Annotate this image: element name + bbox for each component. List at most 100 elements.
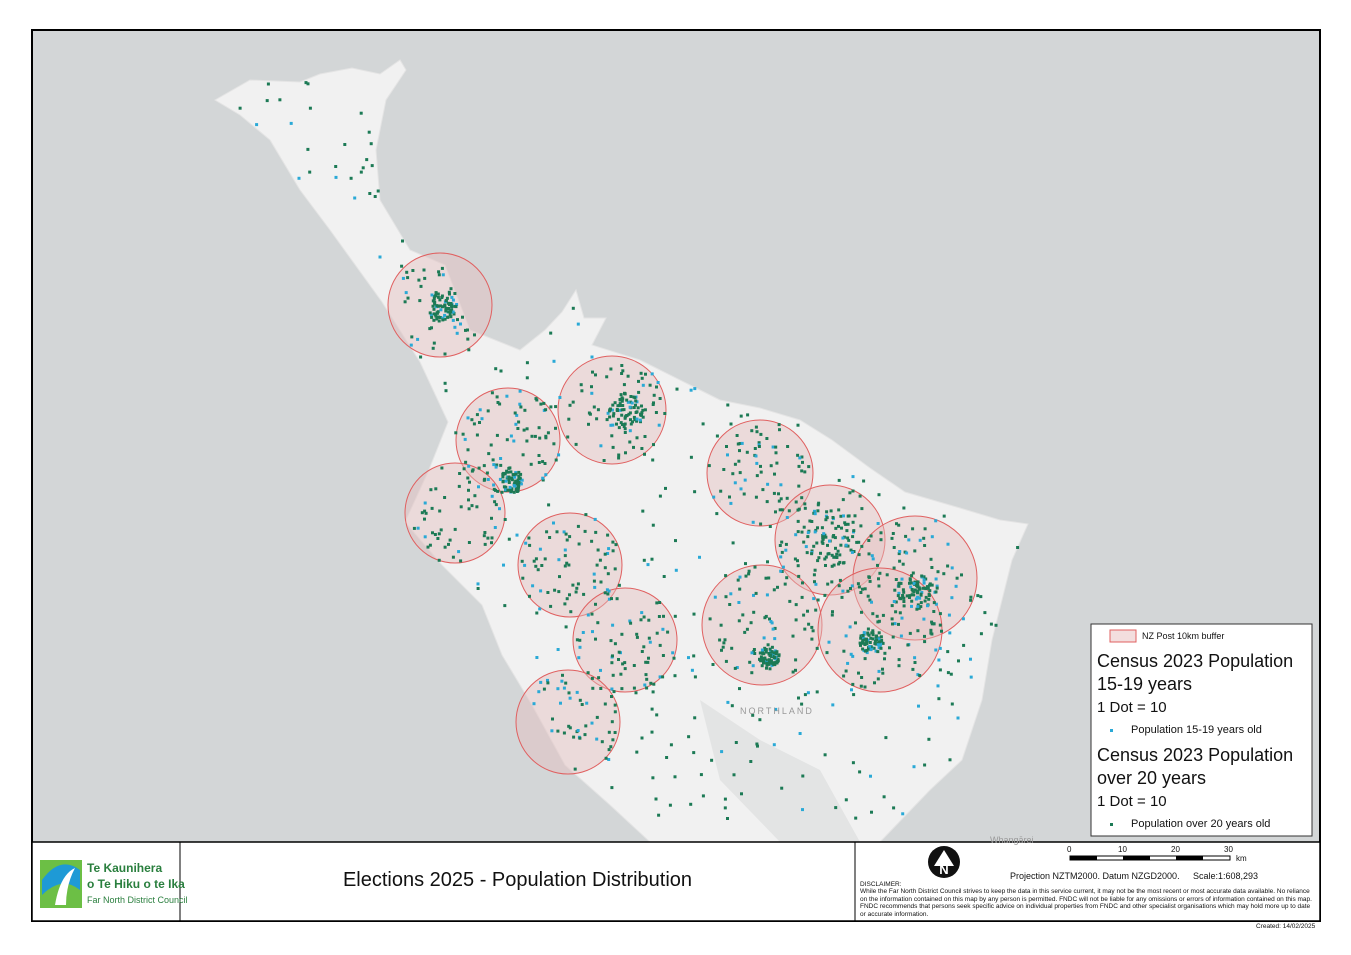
population-dot	[869, 648, 873, 652]
population-dot	[726, 817, 729, 820]
population-dot	[539, 680, 543, 684]
population-dot	[838, 553, 842, 557]
population-dot	[612, 690, 616, 694]
population-dot	[564, 625, 568, 629]
population-dot	[618, 398, 622, 402]
population-dot	[740, 441, 744, 445]
population-dot	[902, 600, 906, 603]
population-dot	[591, 686, 595, 690]
population-dot	[969, 595, 973, 599]
population-dot	[486, 409, 490, 413]
population-dot	[937, 658, 941, 662]
population-dot	[853, 514, 857, 518]
population-dot	[453, 292, 457, 295]
population-dot	[595, 715, 599, 719]
population-dot	[606, 572, 610, 576]
population-dot	[877, 637, 881, 641]
population-dot	[764, 614, 768, 618]
disclaimer: While the Far North District Council str…	[860, 888, 1312, 918]
population-dot	[813, 509, 816, 513]
population-dot	[278, 98, 282, 102]
population-dot	[898, 559, 902, 563]
population-dot	[605, 588, 609, 592]
population-dot	[507, 475, 511, 479]
population-dot	[776, 585, 779, 589]
population-dot	[609, 423, 613, 427]
population-dot	[552, 442, 556, 446]
population-dot	[1016, 546, 1020, 549]
population-dot	[689, 455, 693, 459]
population-dot	[658, 494, 662, 498]
population-dot	[785, 516, 789, 519]
population-dot	[781, 565, 785, 569]
population-dot	[470, 418, 474, 422]
logo	[40, 860, 82, 908]
population-dot	[779, 555, 783, 559]
population-dot	[764, 648, 768, 652]
population-dot	[738, 449, 741, 453]
population-dot	[605, 375, 609, 379]
population-dot	[439, 528, 443, 532]
population-dot	[844, 522, 848, 526]
population-dot	[891, 532, 895, 535]
population-dot	[772, 743, 776, 747]
population-dot	[611, 403, 615, 407]
population-dot	[444, 389, 448, 393]
population-dot	[580, 703, 584, 706]
population-dot	[841, 589, 845, 593]
population-dot	[916, 603, 920, 607]
population-dot	[908, 631, 912, 635]
population-dot	[613, 710, 617, 714]
population-dot	[852, 693, 856, 697]
population-dot	[499, 457, 503, 460]
population-dot	[864, 649, 867, 653]
population-dot	[851, 535, 855, 539]
population-dot	[791, 670, 795, 674]
population-dot	[655, 601, 659, 605]
population-dot	[590, 385, 593, 389]
population-dot	[949, 672, 953, 676]
population-dot	[618, 402, 622, 406]
population-dot	[692, 751, 696, 755]
population-dot	[510, 478, 514, 482]
population-dot	[461, 432, 465, 436]
population-dot	[532, 702, 536, 706]
population-dot	[652, 443, 655, 447]
population-dot	[603, 566, 607, 570]
legend-title: Census 2023 Population over 20 years	[1097, 745, 1294, 788]
population-dot	[503, 472, 507, 476]
population-dot	[541, 478, 545, 482]
population-dot	[609, 745, 613, 749]
population-dot	[519, 482, 523, 486]
population-dot	[778, 544, 782, 547]
population-dot	[519, 472, 523, 476]
population-dot	[801, 808, 804, 812]
population-dot	[468, 480, 471, 484]
population-dot	[640, 447, 644, 450]
population-dot	[732, 773, 736, 777]
population-dot	[861, 634, 865, 638]
population-dot	[641, 415, 645, 419]
population-dot	[459, 505, 463, 509]
population-dot	[438, 298, 442, 302]
population-dot	[839, 514, 843, 518]
population-dot	[437, 558, 441, 562]
population-dot	[877, 646, 881, 650]
population-dot	[910, 588, 914, 591]
population-dot	[922, 617, 926, 621]
population-dot	[822, 532, 826, 536]
population-dot	[483, 531, 487, 534]
population-dot	[850, 550, 854, 554]
population-dot	[752, 650, 756, 654]
population-dot	[410, 335, 414, 339]
population-dot	[642, 558, 646, 562]
population-dot	[758, 651, 762, 655]
population-dot	[470, 504, 474, 508]
population-dot	[926, 604, 929, 608]
population-dot	[760, 648, 764, 652]
population-dot	[620, 399, 624, 403]
population-dot	[759, 464, 762, 468]
population-dot	[741, 613, 745, 617]
population-dot	[918, 596, 922, 600]
population-dot	[445, 296, 449, 300]
